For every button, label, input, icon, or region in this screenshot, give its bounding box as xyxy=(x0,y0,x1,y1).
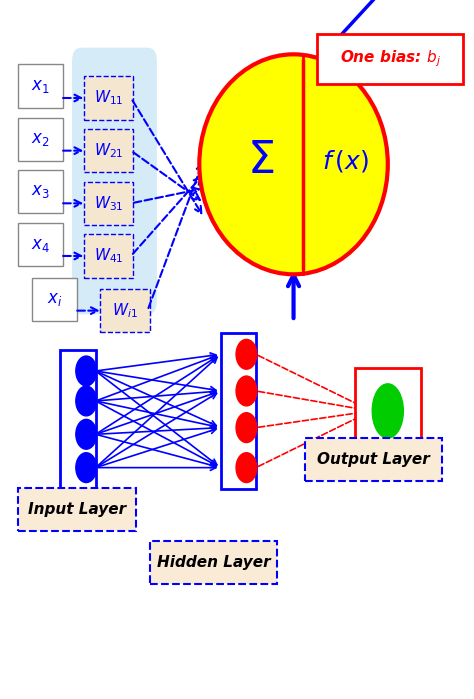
Ellipse shape xyxy=(372,384,403,438)
FancyBboxPatch shape xyxy=(18,488,136,531)
Ellipse shape xyxy=(199,55,388,274)
FancyBboxPatch shape xyxy=(84,129,133,173)
Text: $\Sigma$: $\Sigma$ xyxy=(247,140,274,182)
Text: $x_1$: $x_1$ xyxy=(31,77,50,95)
Ellipse shape xyxy=(236,453,257,482)
Bar xyxy=(355,368,421,454)
Bar xyxy=(220,333,256,489)
Text: $W_{21}$: $W_{21}$ xyxy=(94,141,123,160)
FancyBboxPatch shape xyxy=(32,278,77,321)
FancyBboxPatch shape xyxy=(100,289,150,332)
FancyBboxPatch shape xyxy=(84,76,133,120)
Text: Input Layer: Input Layer xyxy=(27,502,126,517)
Text: $W_{31}$: $W_{31}$ xyxy=(94,194,123,212)
Ellipse shape xyxy=(236,340,257,369)
Text: $x_2$: $x_2$ xyxy=(31,130,49,148)
Ellipse shape xyxy=(76,356,97,386)
Text: $f\,(x)$: $f\,(x)$ xyxy=(322,148,369,174)
FancyBboxPatch shape xyxy=(18,170,63,213)
FancyBboxPatch shape xyxy=(84,182,133,225)
FancyBboxPatch shape xyxy=(18,223,63,266)
Text: $x_4$: $x_4$ xyxy=(31,236,50,254)
Text: One bias: $b_j$: One bias: $b_j$ xyxy=(340,49,441,69)
Text: $W_{i1}$: $W_{i1}$ xyxy=(112,301,138,320)
FancyBboxPatch shape xyxy=(72,48,157,315)
Text: $W_{41}$: $W_{41}$ xyxy=(94,247,123,266)
Text: $x_3$: $x_3$ xyxy=(31,182,50,201)
Ellipse shape xyxy=(76,419,97,449)
FancyBboxPatch shape xyxy=(18,64,63,108)
Ellipse shape xyxy=(236,412,257,442)
Text: $x_i$: $x_i$ xyxy=(46,290,62,308)
FancyBboxPatch shape xyxy=(150,541,277,584)
Text: Hidden Layer: Hidden Layer xyxy=(156,556,270,570)
Ellipse shape xyxy=(76,386,97,416)
Bar xyxy=(60,350,96,489)
Text: $W_{11}$: $W_{11}$ xyxy=(94,89,123,108)
Text: Output Layer: Output Layer xyxy=(317,452,430,467)
FancyBboxPatch shape xyxy=(317,34,463,85)
FancyBboxPatch shape xyxy=(84,234,133,278)
FancyBboxPatch shape xyxy=(305,438,442,481)
Ellipse shape xyxy=(76,453,97,482)
Ellipse shape xyxy=(236,376,257,406)
FancyBboxPatch shape xyxy=(18,117,63,161)
